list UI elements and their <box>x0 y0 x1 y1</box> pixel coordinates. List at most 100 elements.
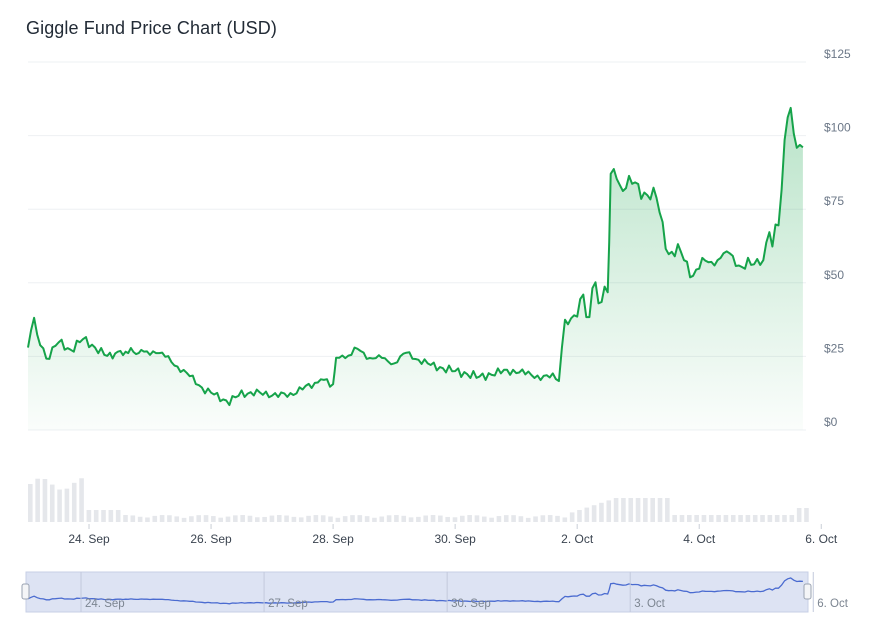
volume-bar <box>708 515 714 522</box>
volume-bar <box>577 510 582 522</box>
volume-bar <box>555 515 560 522</box>
volume-bar <box>306 515 311 522</box>
volume-bar <box>35 478 40 522</box>
navigator-tick-label: 24. Sep <box>85 598 125 610</box>
volume-bar <box>452 517 458 522</box>
navigator-series-line <box>27 577 803 605</box>
volume-bar <box>254 517 260 522</box>
volume-bar <box>606 500 612 522</box>
volume-bar <box>804 508 809 522</box>
volume-bar <box>71 482 77 522</box>
volume-bar <box>247 515 253 522</box>
x-axis: 24. Sep 26. Sep 28. Sep 30. Sep 2. Oct 4. Oct… <box>68 524 838 546</box>
volume-bar <box>284 515 289 522</box>
volume-bar <box>42 479 48 522</box>
volume-bar <box>328 516 333 522</box>
price-area <box>28 107 803 431</box>
volume-bar <box>518 516 524 522</box>
volume-bar <box>745 515 751 522</box>
volume-bar <box>152 515 158 522</box>
navigator-window[interactable] <box>25 571 809 613</box>
volume-bar <box>28 484 33 522</box>
volume-bar <box>86 510 92 522</box>
volume-bar <box>635 498 641 522</box>
volume-bar <box>503 515 509 522</box>
volume-bar <box>379 516 385 522</box>
volume-bar <box>64 488 70 522</box>
volume-bar <box>540 515 546 522</box>
volume-bar <box>796 508 802 522</box>
navigator-left-handle[interactable] <box>21 583 30 600</box>
y-tick-label: $75 <box>824 194 844 208</box>
x-tick-label: 28. Sep <box>312 532 354 546</box>
price-line[interactable] <box>27 106 804 407</box>
x-tick-label: 26. Sep <box>190 532 232 546</box>
volume-bar <box>679 515 685 522</box>
volume-bar <box>167 515 172 522</box>
volume-bar <box>789 515 795 522</box>
volume-bar <box>416 516 421 522</box>
volume-bar <box>687 515 692 522</box>
volume-bar <box>342 516 348 522</box>
volume-bar <box>137 516 143 522</box>
volume-bar <box>460 515 465 522</box>
volume-bar <box>93 510 99 522</box>
y-tick-label: $125 <box>824 47 851 61</box>
volume-bar <box>357 515 363 522</box>
volume-bar <box>313 515 319 522</box>
y-tick-label: $50 <box>824 268 844 282</box>
volume-bar <box>364 516 370 522</box>
volume-bar <box>350 515 355 522</box>
volume-bar <box>569 512 575 522</box>
y-axis: $0 $25 $50 $75 $100 $125 <box>824 47 851 429</box>
navigator-tick-label: 3. Oct <box>634 598 665 610</box>
volume-bar <box>672 515 677 522</box>
y-tick-label: $25 <box>824 341 844 355</box>
volume-bar <box>730 515 736 522</box>
volume-bar <box>657 498 663 522</box>
volume-bar <box>218 517 223 522</box>
volume-bar <box>335 517 341 522</box>
volume-bar <box>174 516 180 522</box>
volume-bar <box>782 515 787 522</box>
navigator-right-handle[interactable] <box>803 583 812 600</box>
volume-bar <box>298 517 304 522</box>
volume-bar <box>101 510 106 522</box>
volume-bar <box>613 498 619 522</box>
volume-bar <box>423 515 429 522</box>
volume-bar <box>408 517 414 522</box>
volume-bar <box>115 510 121 522</box>
volume-bar <box>233 515 238 522</box>
volume-bar <box>562 517 568 522</box>
volume-bar <box>57 489 62 522</box>
volume-bar <box>438 515 443 522</box>
volume-bar <box>467 515 472 522</box>
navigator-tick-label: 27. Sep <box>268 598 308 610</box>
volume-bar <box>738 515 743 522</box>
volume-bar <box>320 515 326 522</box>
volume-bar <box>130 515 136 522</box>
chart-title: Giggle Fund Price Chart (USD) <box>26 18 277 38</box>
volume-bar <box>767 515 773 522</box>
volume-bar <box>445 516 450 522</box>
volume-bar <box>79 478 84 522</box>
volume-bar <box>621 498 626 522</box>
range-navigator[interactable]: 24. Sep 27. Sep 30. Sep 3. Oct 6. Oct <box>21 571 849 613</box>
volume-bar <box>240 515 245 522</box>
volume-bar <box>225 516 231 522</box>
volume-bar <box>716 515 721 522</box>
volume-bar <box>525 517 531 522</box>
x-tick-label: 30. Sep <box>434 532 476 546</box>
volume-bar <box>650 498 655 522</box>
volume-bar <box>591 505 597 522</box>
volume-bar <box>643 498 648 522</box>
volume-bar <box>181 517 187 522</box>
volume-bar <box>189 516 194 522</box>
navigator-tick-label: 6. Oct <box>817 598 848 610</box>
volume-bar <box>401 515 407 522</box>
volume-bar <box>665 498 670 522</box>
volume-bar <box>291 516 297 522</box>
x-tick-label: 2. Oct <box>561 532 594 546</box>
y-tick-label: $100 <box>824 121 851 135</box>
